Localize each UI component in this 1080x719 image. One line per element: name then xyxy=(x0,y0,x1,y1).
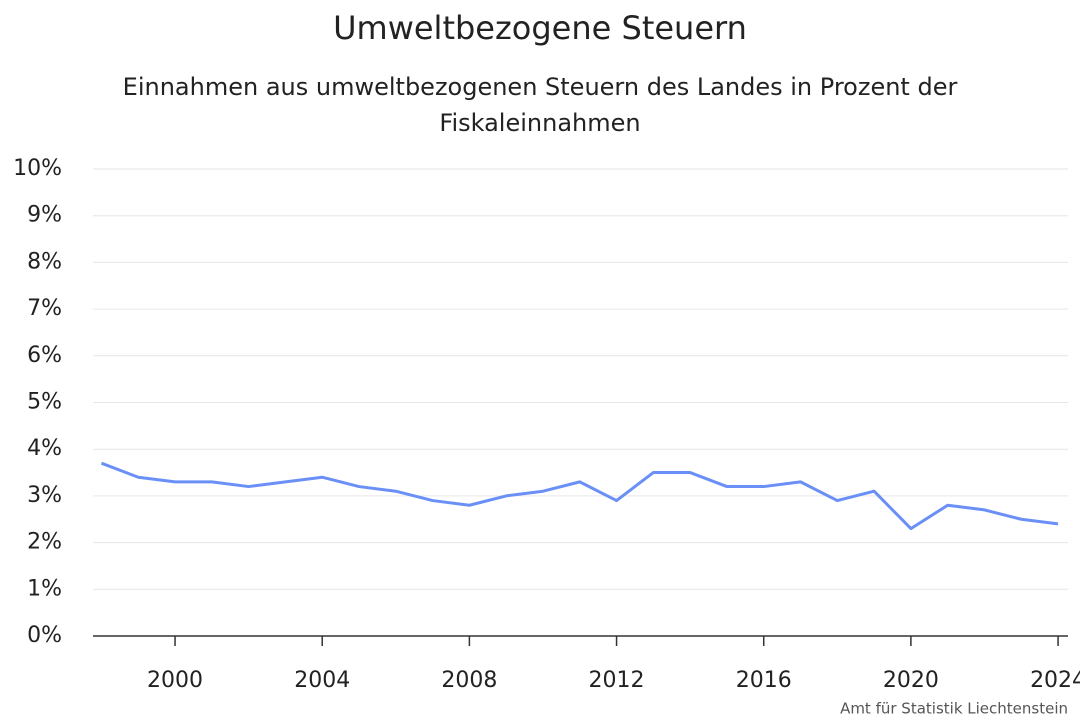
x-tick-label: 2020 xyxy=(883,668,939,693)
y-tick-label: 8% xyxy=(27,249,62,274)
chart-subtitle: Fiskaleinnahmen xyxy=(439,109,640,137)
y-tick-label: 2% xyxy=(27,530,62,555)
y-tick-label: 9% xyxy=(27,203,62,228)
y-tick-label: 4% xyxy=(27,436,62,461)
x-tick-label: 2000 xyxy=(147,668,203,693)
y-tick-label: 6% xyxy=(27,343,62,368)
y-tick-label: 5% xyxy=(27,390,62,415)
x-tick-label: 2024 xyxy=(1030,668,1080,693)
x-tick-label: 2012 xyxy=(589,668,645,693)
chart-title: Umweltbezogene Steuern xyxy=(333,9,747,47)
x-tick-label: 2008 xyxy=(441,668,497,693)
y-tick-label: 3% xyxy=(27,483,62,508)
y-tick-label: 7% xyxy=(27,296,62,321)
source: Amt für Statistik Liechtenstein xyxy=(840,700,1068,718)
y-tick-label: 0% xyxy=(27,623,62,648)
chart-subtitle: Einnahmen aus umweltbezogenen Steuern de… xyxy=(123,73,958,101)
data-line xyxy=(100,461,1059,531)
x-tick-label: 2016 xyxy=(736,668,792,693)
x-tick-label: 2004 xyxy=(294,668,350,693)
y-tick-label: 1% xyxy=(27,576,62,601)
y-tick-label: 10% xyxy=(13,156,62,181)
